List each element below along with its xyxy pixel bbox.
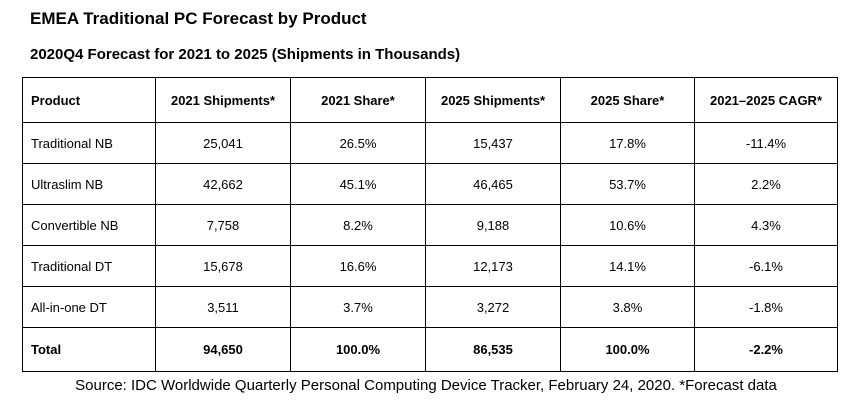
table-row: Convertible NB 7,758 8.2% 9,188 10.6% 4.… (22, 204, 838, 246)
cell-2025-shipments: 46,465 (425, 163, 561, 205)
cell-2025-shipments: 3,272 (425, 286, 561, 328)
cell-2021-shipments: 15,678 (155, 245, 291, 287)
cell-2025-share: 53.7% (560, 163, 695, 205)
cell-cagr: -6.1% (694, 245, 838, 287)
cell-cagr: -11.4% (694, 122, 838, 164)
cell-2021-shipments: 7,758 (155, 204, 291, 246)
header-product: Product (22, 77, 156, 123)
header-2025-share: 2025 Share* (560, 77, 695, 123)
cell-2021-share: 45.1% (290, 163, 426, 205)
cell-product: Convertible NB (22, 204, 156, 246)
total-2021-shipments: 94,650 (155, 327, 291, 372)
header-2021-share: 2021 Share* (290, 77, 426, 123)
cell-2025-shipments: 9,188 (425, 204, 561, 246)
cell-2021-share: 8.2% (290, 204, 426, 246)
table-total-row: Total 94,650 100.0% 86,535 100.0% -2.2% (22, 327, 838, 372)
total-label: Total (22, 327, 156, 372)
table-row: Traditional NB 25,041 26.5% 15,437 17.8%… (22, 122, 838, 164)
header-2025-shipments: 2025 Shipments* (425, 77, 561, 123)
total-2025-share: 100.0% (560, 327, 695, 372)
cell-product: Traditional DT (22, 245, 156, 287)
document-subtitle: 2020Q4 Forecast for 2021 to 2025 (Shipme… (30, 46, 461, 63)
table-row: Ultraslim NB 42,662 45.1% 46,465 53.7% 2… (22, 163, 838, 205)
total-2021-share: 100.0% (290, 327, 426, 372)
cell-2021-shipments: 3,511 (155, 286, 291, 328)
cell-2025-share: 14.1% (560, 245, 695, 287)
forecast-table: Product 2021 Shipments* 2021 Share* 2025… (22, 77, 838, 372)
cell-2025-share: 10.6% (560, 204, 695, 246)
cell-2025-shipments: 12,173 (425, 245, 561, 287)
total-2025-shipments: 86,535 (425, 327, 561, 372)
source-footnote: Source: IDC Worldwide Quarterly Personal… (75, 377, 777, 394)
cell-2021-share: 16.6% (290, 245, 426, 287)
cell-cagr: 2.2% (694, 163, 838, 205)
cell-2021-shipments: 42,662 (155, 163, 291, 205)
cell-cagr: 4.3% (694, 204, 838, 246)
cell-product: Traditional NB (22, 122, 156, 164)
cell-2021-share: 3.7% (290, 286, 426, 328)
cell-2025-share: 3.8% (560, 286, 695, 328)
table-header-row: Product 2021 Shipments* 2021 Share* 2025… (22, 77, 838, 123)
cell-2021-share: 26.5% (290, 122, 426, 164)
header-2021-shipments: 2021 Shipments* (155, 77, 291, 123)
document-title: EMEA Traditional PC Forecast by Product (30, 9, 367, 28)
cell-product: All-in-one DT (22, 286, 156, 328)
table-row: Traditional DT 15,678 16.6% 12,173 14.1%… (22, 245, 838, 287)
cell-2025-shipments: 15,437 (425, 122, 561, 164)
total-cagr: -2.2% (694, 327, 838, 372)
cell-product: Ultraslim NB (22, 163, 156, 205)
cell-2025-share: 17.8% (560, 122, 695, 164)
cell-2021-shipments: 25,041 (155, 122, 291, 164)
cell-cagr: -1.8% (694, 286, 838, 328)
table-row: All-in-one DT 3,511 3.7% 3,272 3.8% -1.8… (22, 286, 838, 328)
header-cagr: 2021–2025 CAGR* (694, 77, 838, 123)
